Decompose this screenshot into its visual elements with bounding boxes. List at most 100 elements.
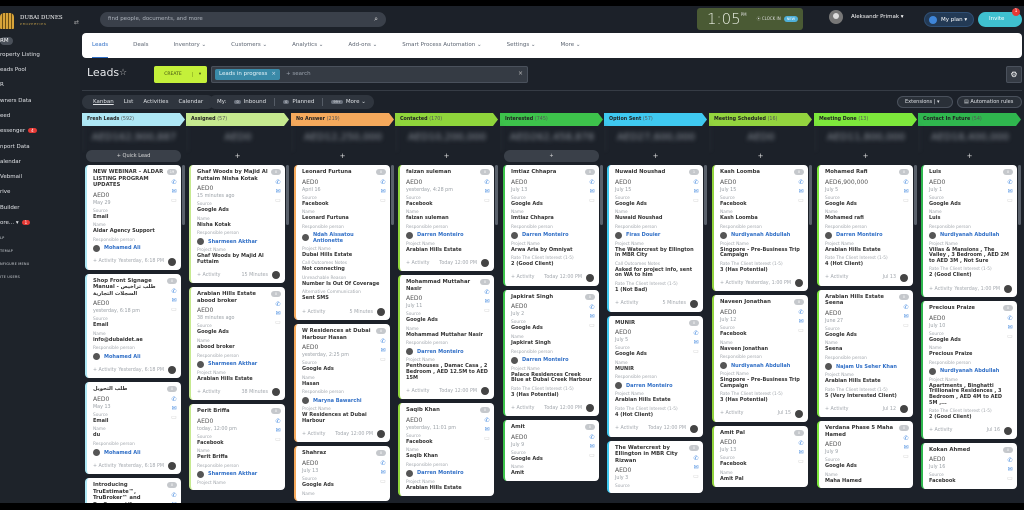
scrollbar[interactable] — [495, 165, 498, 225]
lead-title[interactable]: Leonard Furtuna — [302, 169, 352, 175]
clock-in-button[interactable]: ⦿ CLOCK IN — [756, 16, 781, 21]
add-lead-button[interactable]: + — [234, 152, 241, 160]
phone-icon[interactable]: ✆ — [171, 179, 177, 186]
phone-icon[interactable]: ✆ — [484, 289, 490, 297]
lead-title[interactable]: Imtiaz Chhapra — [511, 169, 557, 175]
add-activity-button[interactable]: + Activity — [197, 272, 221, 278]
lead-card[interactable]: The Watercrest by Ellington in MBR City … — [607, 440, 703, 494]
chat-icon[interactable]: ▭ — [798, 327, 804, 335]
sidebar-item[interactable]: eed — [0, 113, 10, 119]
phone-icon[interactable]: ✆ — [1007, 315, 1013, 323]
mail-icon[interactable]: ✉ — [484, 188, 490, 195]
chat-icon[interactable]: ▭ — [171, 197, 177, 204]
lead-card[interactable]: NEW WEBINAR – ALDAR LISTING PROGRAM UPDA… — [85, 165, 181, 270]
lead-title[interactable]: Verdana Phase 5 Maha Hamed — [825, 425, 894, 438]
mail-icon[interactable]: ✉ — [798, 188, 804, 195]
sidebar-item[interactable]: wners Data — [0, 98, 31, 104]
mail-icon[interactable]: ✉ — [798, 318, 804, 326]
chat-icon[interactable]: ▭ — [275, 319, 281, 327]
add-activity-button[interactable]: + Activity — [302, 309, 326, 315]
chat-icon[interactable]: ▭ — [275, 436, 281, 444]
more-filter[interactable]: More ⌄ — [345, 99, 366, 105]
mail-icon[interactable]: ✉ — [275, 310, 281, 318]
sidebar-item[interactable]: essenger 4 — [0, 128, 37, 134]
add-lead-button[interactable]: + — [443, 152, 450, 160]
lead-card[interactable]: Shahraz 0 ✆ ✉ ▭ AED0 July 13 Source Google Ads Na… — [294, 446, 390, 501]
phone-icon[interactable]: ✆ — [798, 439, 804, 447]
phone-icon[interactable]: ✆ — [589, 179, 595, 186]
responsible-person[interactable]: Darren Monteiro — [406, 469, 489, 477]
add-activity-button[interactable]: + Activity — [511, 275, 535, 281]
column-header[interactable]: Assigned (57) — [186, 113, 289, 126]
scrollbar[interactable] — [704, 165, 707, 225]
lead-title[interactable]: Precious Praize — [929, 305, 976, 312]
column-header[interactable]: Meeting Done (13) — [814, 113, 917, 126]
phone-icon[interactable]: ✆ — [1007, 179, 1013, 186]
phone-icon[interactable]: ✆ — [1007, 456, 1013, 464]
scrollbar[interactable] — [391, 165, 394, 225]
view-tab[interactable]: Calendar — [178, 99, 204, 105]
responsible-person[interactable]: Darren Monteiro — [511, 356, 594, 364]
mail-icon[interactable]: ✉ — [171, 405, 177, 413]
add-lead-button[interactable]: + — [652, 152, 659, 160]
chat-icon[interactable]: ▭ — [484, 307, 490, 315]
scrollbar[interactable] — [809, 165, 812, 225]
phone-icon[interactable]: ✆ — [798, 179, 804, 186]
phone-icon[interactable]: ✆ — [903, 179, 909, 186]
view-tab[interactable]: List — [123, 99, 134, 105]
invite-button[interactable]: Invite 1 — [978, 8, 1022, 27]
lead-card[interactable]: Mohamed Rafi 0 ✆ ✉ ▭ AED6,900,000 July 5 Source… — [817, 165, 913, 286]
mail-icon[interactable]: ✉ — [589, 443, 595, 451]
extensions-button[interactable]: Extensions | ▾ — [897, 96, 953, 108]
responsible-person[interactable]: Sharmeen Akthar — [197, 360, 280, 368]
scrollbar[interactable] — [1018, 165, 1021, 225]
nav-tab[interactable]: Smart Process Automation ⌄ — [402, 42, 482, 48]
lead-title[interactable]: faizan suleman — [406, 169, 452, 175]
mail-icon[interactable]: ✉ — [693, 463, 699, 471]
chat-icon[interactable]: ▭ — [1007, 197, 1013, 204]
responsible-person[interactable]: Nurdiyanah Abdullah — [929, 231, 1012, 239]
responsible-person[interactable]: Mohamed Ali — [93, 353, 176, 361]
phone-icon[interactable]: ✆ — [171, 287, 177, 295]
lead-title[interactable]: W Residences at Dubai Harbour Hasan — [302, 328, 371, 341]
mail-icon[interactable]: ✉ — [275, 427, 281, 435]
lead-title[interactable]: Arabian Hills Estate abood broker — [197, 291, 256, 304]
lead-card[interactable]: W Residences at Dubai Harbour Hasan 0 ✆ ✉ ▭ A… — [294, 324, 390, 443]
add-activity-button[interactable]: + Activity — [720, 411, 744, 417]
scrollbar[interactable] — [914, 165, 917, 225]
chat-icon[interactable]: ▭ — [275, 197, 281, 204]
global-search-input[interactable]: find people, documents, and more ⌕ — [100, 12, 386, 27]
phone-icon[interactable]: ✆ — [798, 309, 804, 317]
lead-card[interactable]: Nuwaid Noushad 1 ✆ ✉ ▭ AED0 July 15 Source Googl… — [607, 165, 703, 312]
sidebar-footer-link[interactable]: LP — [0, 236, 5, 240]
scrollbar[interactable] — [600, 165, 603, 225]
phone-icon[interactable]: ✆ — [171, 492, 177, 500]
phone-icon[interactable]: ✆ — [275, 418, 281, 426]
sidebar-item[interactable]: eads Pool — [0, 67, 26, 73]
add-activity-button[interactable]: + Activity — [406, 260, 430, 266]
lead-card[interactable]: Japkirat Singh 0 ✆ ✉ ▭ AED0 July 2 Source Google… — [503, 289, 599, 417]
swap-icon[interactable]: ⇄ — [74, 19, 80, 26]
add-activity-button[interactable]: + Activity — [929, 286, 953, 292]
responsible-person[interactable]: Darren Monteiro — [406, 231, 489, 239]
lead-card[interactable]: Mohammad Muttahar Nasir 0 ✆ ✉ ▭ AED0 July 11 So… — [398, 275, 494, 400]
sidebar-item[interactable]: RM — [0, 37, 13, 45]
chat-icon[interactable]: ▭ — [171, 305, 177, 313]
lead-title[interactable]: The Watercrest by Ellington in MBR City … — [615, 444, 678, 464]
add-activity-button[interactable]: + Activity — [302, 431, 326, 437]
my-plan-button[interactable]: My plan ▾ — [924, 12, 974, 27]
responsible-person[interactable]: Sharmeen Akthar — [197, 238, 280, 246]
add-activity-button[interactable]: + Activity — [615, 301, 639, 307]
create-button[interactable]: CREATE ▾ — [154, 66, 207, 83]
automation-rules-button[interactable]: ▤ Automation rules — [957, 96, 1022, 108]
chat-icon[interactable]: ▭ — [1007, 474, 1013, 482]
add-activity-button[interactable]: + Activity — [511, 405, 535, 411]
phone-icon[interactable]: ✆ — [275, 301, 281, 309]
lead-card[interactable]: Kash Loomba 0 ✆ ✉ ▭ AED0 July 15 Source Facebook… — [712, 165, 808, 292]
lead-title[interactable]: MUNIR — [615, 319, 636, 326]
mail-icon[interactable]: ✉ — [170, 500, 178, 503]
lead-card[interactable]: Arabian Hills Estate Seena 0 ✆ ✉ ▭ AED0 June 2… — [817, 289, 913, 418]
chat-icon[interactable]: ▭ — [798, 457, 804, 465]
scrollbar[interactable] — [286, 165, 289, 225]
add-activity-button[interactable]: + Activity — [406, 388, 430, 394]
